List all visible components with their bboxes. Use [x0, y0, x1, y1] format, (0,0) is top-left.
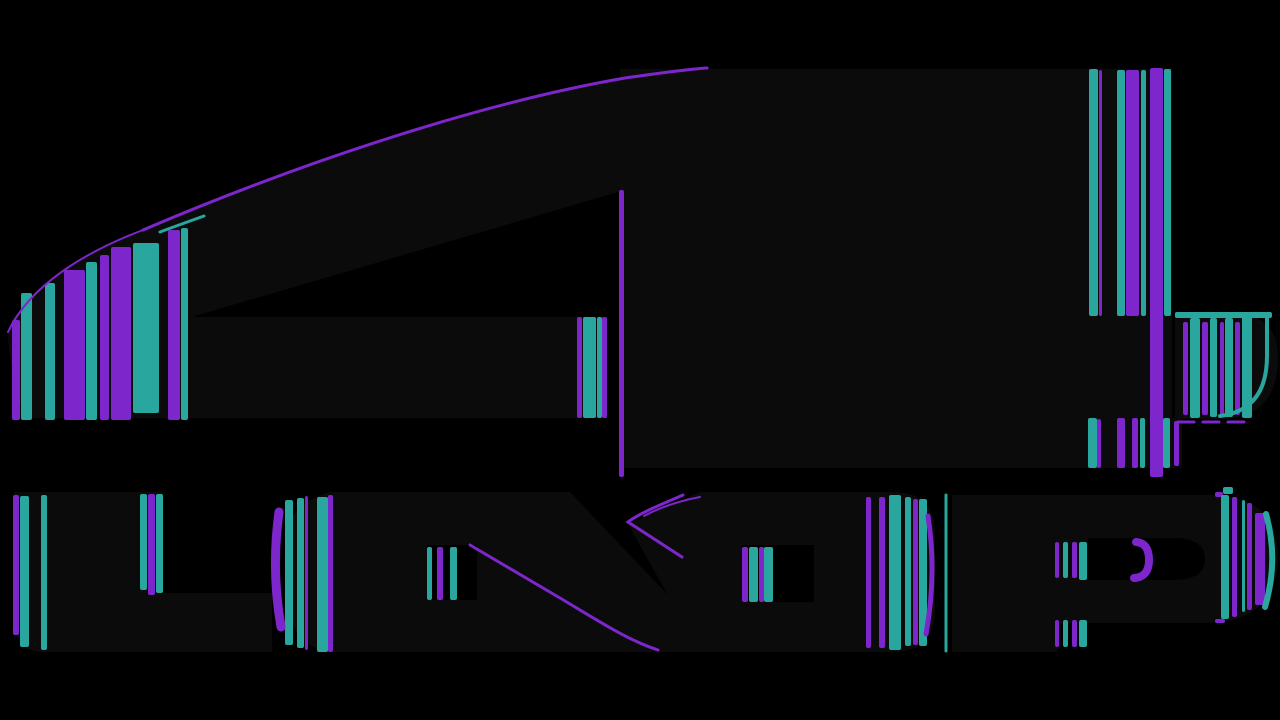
glitch-bar	[328, 495, 333, 652]
glitch-bars	[12, 68, 1272, 652]
glitch-bar	[1089, 69, 1098, 316]
glitch-bar	[1055, 542, 1059, 578]
glitch-bar	[317, 497, 328, 652]
glitch-bar	[156, 494, 163, 593]
body-shape	[620, 69, 1172, 468]
accent-stroke	[270, 507, 286, 632]
glitch-bar	[427, 547, 432, 600]
glitch-bar	[1242, 500, 1245, 612]
accent-stroke	[625, 493, 685, 559]
glitch-bar	[133, 243, 159, 413]
glitch-bar	[1132, 418, 1138, 468]
glitch-bar	[1072, 542, 1077, 578]
accent-stroke	[1130, 538, 1154, 582]
glitch-bar	[148, 494, 155, 595]
glitch-bar	[1220, 322, 1224, 415]
glitch-bar	[913, 499, 918, 645]
glitch-bar	[41, 495, 47, 650]
glitch-bar	[583, 317, 596, 418]
glitch-bar	[450, 547, 457, 600]
accent-stroke	[1262, 511, 1276, 610]
glitch-bar	[1099, 70, 1102, 316]
glitch-bar	[21, 293, 32, 420]
glitch-bar	[1215, 619, 1225, 623]
glitch-bar	[577, 317, 582, 418]
accent-stroke	[158, 214, 206, 234]
accent-stroke	[7, 229, 144, 333]
glitch-bar	[742, 547, 748, 602]
glitch-bar	[1225, 318, 1233, 417]
glitch-bar	[919, 499, 927, 646]
glitch-bar	[1126, 70, 1139, 316]
glitch-bar	[602, 317, 607, 418]
glitch-bar	[1117, 418, 1125, 468]
glitch-bar	[759, 547, 764, 602]
glitch-bar	[1190, 318, 1200, 418]
glitch-bar	[297, 498, 304, 648]
glitch-bar	[1210, 318, 1217, 417]
glitch-bar	[305, 496, 308, 650]
glitch-bar	[1164, 69, 1171, 316]
glitch-bar	[1174, 421, 1179, 466]
glitch-bar	[619, 190, 624, 477]
glitch-bar	[879, 497, 885, 648]
accent-stroke	[141, 66, 709, 232]
glitch-bar	[1247, 503, 1252, 610]
glitch-bar	[1063, 542, 1068, 578]
glitch-bar	[1255, 513, 1265, 605]
glitch-bar	[1242, 316, 1252, 418]
glitch-bar	[1150, 68, 1163, 477]
body-shape	[285, 492, 722, 652]
glitch-bar	[1221, 495, 1229, 619]
accent-stroke	[1218, 312, 1269, 418]
glitch-bar	[1055, 620, 1059, 647]
accent-stroke	[468, 543, 660, 652]
glitch-bar	[1140, 418, 1145, 468]
glitch-bar	[905, 497, 911, 646]
glitch-bar	[1117, 70, 1125, 316]
glitch-bar	[889, 495, 901, 650]
glitch-bar	[1088, 418, 1097, 468]
glitch-bar	[111, 247, 131, 420]
glitch-bar	[140, 494, 147, 590]
glitch-bar	[1097, 419, 1101, 468]
glitch-bar	[86, 262, 97, 420]
glitch-bar	[866, 497, 871, 648]
glitch-bar	[1232, 497, 1237, 617]
accent-stroke	[643, 496, 701, 517]
glitch-bar	[285, 500, 293, 645]
glitch-bar	[1079, 620, 1087, 647]
glitch-bar	[1063, 620, 1068, 647]
glitch-bar	[1079, 542, 1087, 580]
glitch-bar	[749, 547, 758, 602]
glitch-bar	[1175, 312, 1272, 318]
glitch-bar	[1202, 322, 1208, 415]
glitch-bar	[1072, 620, 1077, 647]
glitch-bar	[13, 495, 19, 635]
glitch-bar	[12, 320, 20, 420]
logo-body-shapes	[8, 69, 1278, 652]
glitch-bar	[20, 496, 29, 647]
glitch-accent-strokes	[7, 66, 1276, 653]
glitch-bar	[764, 547, 773, 602]
glitch-bar	[597, 317, 602, 418]
glitch-bar	[1141, 70, 1146, 316]
glitch-bar	[1215, 492, 1223, 497]
glitch-bar	[1223, 487, 1233, 494]
glitch-bar	[1235, 322, 1240, 415]
glitch-bar	[1183, 322, 1188, 415]
body-shape	[12, 317, 607, 418]
glitch-bar	[437, 547, 443, 600]
glitch-bar	[168, 230, 180, 420]
glitch-bar	[45, 283, 55, 420]
glitch-bar	[181, 228, 188, 420]
glitch-bar	[100, 255, 109, 420]
glitch-bar	[1163, 418, 1170, 468]
accent-stroke	[923, 513, 935, 637]
glitch-bar	[64, 270, 85, 420]
